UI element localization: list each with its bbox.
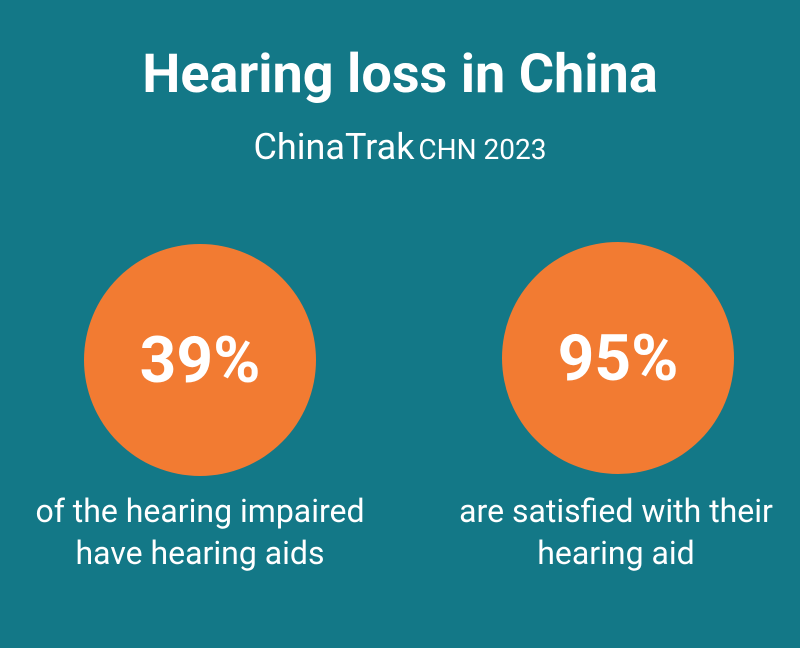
- caption-line: have hearing aids: [75, 534, 325, 572]
- stat-caption: of the hearing impaired have hearing aid…: [0, 490, 400, 574]
- caption-line: are satisfied with their: [459, 492, 773, 530]
- stat-circle: 95%: [502, 242, 734, 474]
- stat-circle: 39%: [84, 244, 316, 476]
- subtitle: ChinaTrak CHN 2023: [0, 124, 800, 177]
- caption-line: of the hearing impaired: [35, 492, 365, 530]
- title: Hearing loss in China: [142, 43, 658, 106]
- stat-caption: are satisfied with their hearing aid: [418, 490, 800, 574]
- caption-line: hearing aid: [537, 534, 695, 572]
- edition: CHN 2023: [418, 133, 547, 166]
- source: ChinaTrak: [253, 126, 415, 168]
